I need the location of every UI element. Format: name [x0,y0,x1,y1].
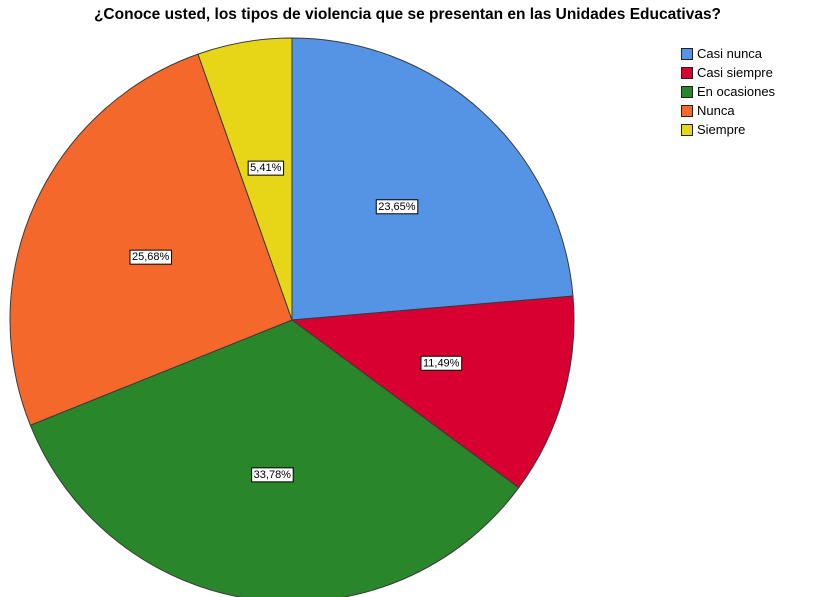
legend: Casi nunca Casi siempre En ocasiones Nunca S… [681,44,775,139]
legend-swatch [681,47,693,60]
legend-label: Nunca [697,103,735,118]
data-label-text: 23,65% [378,201,416,213]
legend-swatch [681,85,693,98]
legend-item-siempre: Siempre [681,120,775,139]
legend-item-casi-siempre: Casi siempre [681,63,775,82]
data-label-box [129,249,173,265]
data-label-box [247,160,285,176]
data-label-siempre: 5,41% [247,160,285,176]
data-label-text: 5,41% [250,162,281,174]
data-label-text: 11,49% [423,357,460,369]
legend-item-casi-nunca: Casi nunca [681,44,775,63]
data-label-casi-nunca: 23,65% [375,199,419,215]
legend-label: Siempre [697,122,746,137]
data-label-en-ocasiones: 33,78% [251,467,294,483]
data-label-box [420,355,463,371]
legend-swatch [681,66,693,79]
chart-title: ¿Conoce usted, los tipos de violencia qu… [93,6,722,23]
pie-slice-casi-siempre [290,295,575,489]
pie-slice-casi-nunca [291,37,574,321]
data-label-box [251,467,294,483]
data-label-casi-siempre: 11,49% [420,355,463,371]
data-label-box [375,199,419,215]
legend-item-en-ocasiones: En ocasiones [681,82,775,101]
legend-item-nunca: Nunca [681,101,775,120]
legend-label: Casi nunca [697,46,763,61]
legend-swatch [681,104,693,117]
pie-slice-en-ocasiones [29,319,520,597]
data-label-text: 33,78% [254,469,292,481]
pie-slice-siempre [197,37,293,321]
legend-label: Casi siempre [697,65,773,80]
legend-label: En ocasiones [697,84,776,99]
data-label-nunca: 25,68% [129,249,173,265]
pie-slice-nunca [9,53,293,426]
legend-swatch [681,123,693,136]
data-label-text: 25,68% [132,251,170,263]
